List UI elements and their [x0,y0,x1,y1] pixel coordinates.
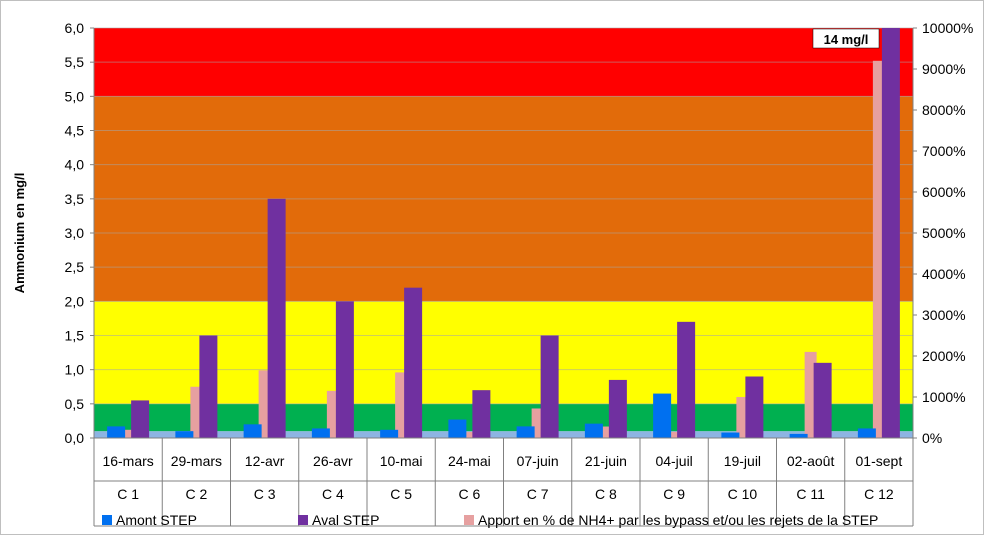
campaign-label-0: C 1 [117,486,139,502]
bar-amont-10 [789,433,808,438]
y-tick-label-12: 6,0 [65,20,85,36]
bar-amont-8 [653,393,672,438]
bar-aval-7 [608,379,627,438]
bar-apport-0 [122,429,135,438]
y2-tick-label-3: 3000% [922,307,966,323]
y2-tick-label-0: 0% [922,430,942,446]
annotations: 14 mg/l [812,28,880,49]
y2-tick-label-2: 2000% [922,348,966,364]
annotation-box-0 [812,28,880,49]
y-tick-label-1: 0,5 [65,396,85,412]
y-tick-label-3: 1,5 [65,328,85,344]
legend-swatch-2 [464,515,474,525]
campaign-label-9: C 10 [728,486,758,502]
legend-label-0: Amont STEP [116,512,197,528]
campaign-label-8: C 9 [663,486,685,502]
category-table: 16-mars C 1 29-mars C 2 12-avr C 3 26-avr C 4 10… [93,438,914,527]
campaign-label-1: C 2 [185,486,207,502]
y-tick-label-0: 0,0 [65,430,85,446]
category-label-1: 29-mars [171,453,222,469]
campaign-label-3: C 4 [322,486,344,502]
y-tick-label-4: 2,0 [65,293,85,309]
category-label-4: 10-mai [380,453,423,469]
legend-swatch-1 [298,515,308,525]
bar-aval-4 [404,287,423,438]
bar-amont-11 [857,428,876,438]
bar-amont-9 [721,432,740,438]
y2-tick-label-8: 8000% [922,102,966,118]
bar-amont-2 [243,424,262,438]
bar-aval-2 [267,198,286,438]
bar-amont-5 [448,419,467,438]
y2-tick-label-5: 5000% [922,225,966,241]
bar-amont-7 [584,423,603,438]
campaign-label-5: C 6 [458,486,480,502]
y2-tick-label-9: 9000% [922,61,966,77]
bar-aval-8 [677,321,696,438]
y-tick-label-10: 5,0 [65,88,85,104]
bar-aval-1 [199,335,218,438]
bar-aval-3 [335,301,354,438]
legend-label-2: Apport en % de NH4+ par les bypass et/ou… [478,512,878,528]
y-tick-label-11: 5,5 [65,54,85,70]
category-label-8: 04-juil [655,453,692,469]
campaign-label-11: C 12 [864,486,894,502]
bar-aval-11 [881,28,900,438]
y2-tick-label-4: 4000% [922,266,966,282]
legend: Amont STEP Aval STEP Apport en % de NH4+ p… [102,512,878,528]
category-label-11: 01-sept [856,453,903,469]
campaign-label-2: C 3 [254,486,276,502]
threshold-band-0 [94,431,913,438]
y-tick-label-5: 2,5 [65,259,85,275]
y2-tick-label-7: 7000% [922,143,966,159]
campaign-label-6: C 7 [527,486,549,502]
bar-amont-6 [516,426,535,438]
campaign-label-10: C 11 [796,486,825,502]
bar-aval-0 [131,400,150,438]
tick-labels: 0,0 0,5 1,0 1,5 2,0 2,5 3,0 3,5 4,0 4,5 5,0 5,5 6,0 0… [12,20,973,446]
bars [107,28,900,439]
category-label-6: 07-juin [517,453,559,469]
category-label-9: 19-juil [724,453,761,469]
bar-apport-7 [599,426,612,438]
threshold-band-1 [94,403,913,432]
bar-aval-5 [472,390,491,438]
y2-tick-label-6: 6000% [922,184,966,200]
category-label-7: 21-juin [585,453,627,469]
bar-amont-1 [175,431,194,438]
bar-aval-6 [540,335,559,438]
bar-amont-3 [311,428,330,438]
y-tick-label-8: 4,0 [65,157,85,173]
bar-apport-8 [668,431,681,438]
category-label-10: 02-août [787,453,835,469]
y-tick-label-9: 4,5 [65,123,85,139]
legend-swatch-0 [102,515,112,525]
threshold-band-2 [94,301,913,404]
category-label-2: 12-avr [245,453,285,469]
bar-aval-9 [745,376,764,438]
y-tick-label-7: 3,5 [65,191,85,207]
category-label-0: 16-mars [102,453,153,469]
campaign-label-7: C 8 [595,486,617,502]
category-label-5: 24-mai [448,453,491,469]
annotation-label-0: 14 mg/l [824,32,869,47]
bar-amont-4 [380,429,399,438]
y2-tick-label-10: 10000% [922,20,973,36]
bar-aval-10 [813,362,832,438]
y-tick-label-6: 3,0 [65,225,85,241]
y2-tick-label-1: 1000% [922,389,966,405]
y-tick-label-2: 1,0 [65,362,85,378]
bar-amont-0 [107,426,126,438]
category-label-3: 26-avr [313,453,353,469]
legend-label-1: Aval STEP [312,512,379,528]
campaign-label-4: C 5 [390,486,412,502]
bar-apport-5 [463,431,476,438]
y-axis-title: Ammonium en mg/l [12,173,27,294]
